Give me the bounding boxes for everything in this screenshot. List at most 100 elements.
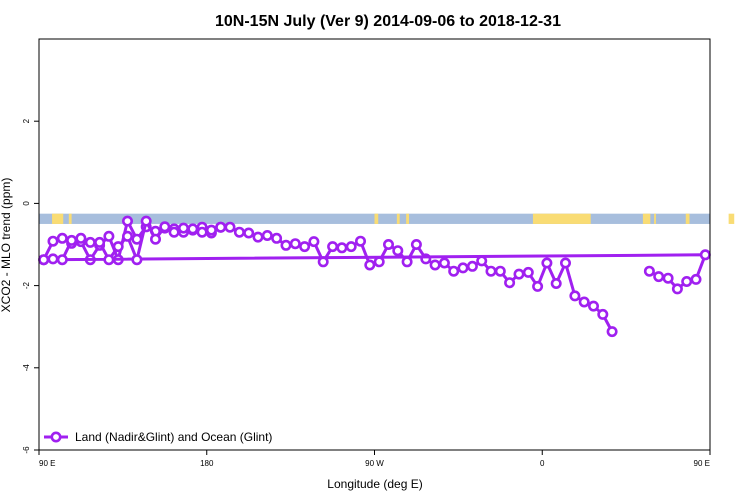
data-point xyxy=(308,236,320,248)
x-tick-label: 90 E xyxy=(39,459,55,468)
data-point xyxy=(75,232,87,244)
x-tick-label: 90 E xyxy=(694,459,710,468)
data-point xyxy=(271,232,283,244)
data-point xyxy=(448,265,460,277)
y-axis: 2 0 -2 -4 -6 xyxy=(22,118,39,454)
x-axis-label: Longitude (deg E) xyxy=(327,477,422,491)
data-point xyxy=(178,222,190,234)
legend-marker xyxy=(50,431,62,443)
data-point xyxy=(38,254,50,266)
chart-title: 10N-15N July (Ver 9) 2014-09-06 to 2018-… xyxy=(215,13,561,30)
data-point xyxy=(122,215,134,227)
data-point xyxy=(569,290,581,302)
data-point xyxy=(56,232,68,244)
data-point xyxy=(559,257,571,269)
y-tick-label: 2 xyxy=(22,118,31,123)
data-point xyxy=(681,275,693,287)
map-band xyxy=(39,213,735,224)
data-point xyxy=(131,254,143,266)
data-point xyxy=(494,265,506,277)
data-point xyxy=(541,257,553,269)
data-point xyxy=(550,277,562,289)
data-point xyxy=(699,249,711,261)
data-point xyxy=(662,272,674,284)
land-segment xyxy=(396,213,400,224)
data-point xyxy=(140,215,152,227)
data-point xyxy=(382,239,394,251)
data-point xyxy=(578,296,590,308)
data-point xyxy=(671,283,683,295)
data-point xyxy=(47,235,59,247)
x-tick-label: 180 xyxy=(200,459,214,468)
data-point xyxy=(587,300,599,312)
land-segment xyxy=(374,213,379,224)
data-point xyxy=(205,224,217,236)
data-point xyxy=(84,236,96,248)
series-layer xyxy=(38,215,711,338)
x-tick-label: 90 W xyxy=(365,459,384,468)
data-point xyxy=(392,245,404,257)
land-segment xyxy=(68,213,72,224)
data-point xyxy=(438,257,450,269)
data-point xyxy=(112,241,124,253)
data-point xyxy=(224,221,236,233)
legend-label: Land (Nadir&Glint) and Ocean (Glint) xyxy=(75,430,272,444)
x-tick-label: 0 xyxy=(540,459,545,468)
data-point xyxy=(597,308,609,320)
data-point xyxy=(513,268,525,280)
data-point xyxy=(159,221,171,233)
data-point xyxy=(94,236,106,248)
data-point xyxy=(243,227,255,239)
data-point xyxy=(532,280,544,292)
land-segment xyxy=(52,213,64,224)
data-point xyxy=(299,241,311,253)
data-point xyxy=(122,230,134,242)
data-point xyxy=(252,231,264,243)
legend: Land (Nadir&Glint) and Ocean (Glint) xyxy=(44,430,272,444)
data-point xyxy=(215,221,227,233)
data-point xyxy=(653,271,665,283)
data-point xyxy=(354,235,366,247)
land-segment xyxy=(728,213,735,224)
series-line xyxy=(42,219,707,291)
data-point xyxy=(410,239,422,251)
y-tick-label: -2 xyxy=(22,281,31,289)
data-point xyxy=(103,230,115,242)
data-point xyxy=(336,242,348,254)
land-segment xyxy=(654,213,656,224)
data-point xyxy=(429,259,441,271)
land-segment xyxy=(532,213,591,224)
data-point xyxy=(233,226,245,238)
data-point xyxy=(373,256,385,268)
data-point xyxy=(280,239,292,251)
data-point xyxy=(345,241,357,253)
data-point xyxy=(187,223,199,235)
land-segment xyxy=(685,213,690,224)
data-point xyxy=(196,226,208,238)
data-point xyxy=(643,265,655,277)
data-point xyxy=(466,260,478,272)
data-point xyxy=(327,241,339,253)
data-point xyxy=(261,230,273,242)
land-segment xyxy=(642,213,651,224)
data-point xyxy=(606,326,618,338)
data-point xyxy=(504,277,516,289)
data-point xyxy=(364,259,376,271)
data-point xyxy=(150,233,162,245)
y-tick-label: -6 xyxy=(22,446,31,454)
data-point xyxy=(401,256,413,268)
y-tick-label: 0 xyxy=(22,201,31,206)
data-point xyxy=(47,253,59,265)
land-segment xyxy=(406,213,409,224)
data-point xyxy=(56,254,68,266)
data-point xyxy=(168,226,180,238)
data-point xyxy=(485,265,497,277)
data-point xyxy=(66,234,78,246)
data-point xyxy=(103,254,115,266)
data-point xyxy=(289,238,301,250)
y-tick-label: -4 xyxy=(22,364,31,372)
data-point xyxy=(522,266,534,278)
y-axis-label: XCO2 - MLO trend (ppm) xyxy=(0,178,13,313)
